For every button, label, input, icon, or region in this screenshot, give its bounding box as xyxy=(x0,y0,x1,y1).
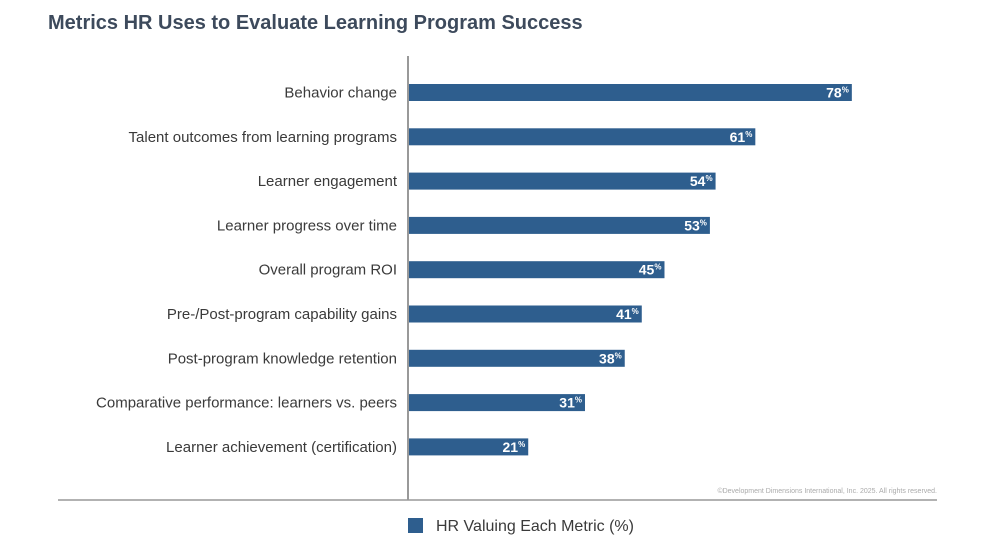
chart-title: Metrics HR Uses to Evaluate Learning Pro… xyxy=(48,12,583,34)
legend-label: HR Valuing Each Metric (%) xyxy=(436,518,634,535)
category-label: Learner achievement (certification) xyxy=(166,439,397,456)
category-label: Post-program knowledge retention xyxy=(168,350,397,367)
bar xyxy=(409,438,529,456)
category-label: Comparative performance: learners vs. pe… xyxy=(96,395,397,412)
category-label: Talent outcomes from learning programs xyxy=(129,129,397,146)
bar xyxy=(409,84,852,101)
bar xyxy=(409,128,756,146)
bars-layer: Behavior change 78%Talent outcomes from l… xyxy=(96,84,852,456)
category-label: Pre-/Post-program capability gains xyxy=(167,306,397,323)
bar xyxy=(409,349,625,367)
bar xyxy=(409,216,710,234)
bar xyxy=(409,394,585,412)
bar xyxy=(409,305,642,323)
bar xyxy=(409,172,716,190)
copyright-notice: ©Development Dimensions International, I… xyxy=(717,487,937,495)
legend-swatch xyxy=(408,518,423,533)
category-label: Learner progress over time xyxy=(217,217,397,234)
category-label: Learner engagement xyxy=(258,173,398,190)
category-label: Overall program ROI xyxy=(259,262,397,279)
category-label: Behavior change xyxy=(284,85,397,102)
bar xyxy=(409,261,665,279)
